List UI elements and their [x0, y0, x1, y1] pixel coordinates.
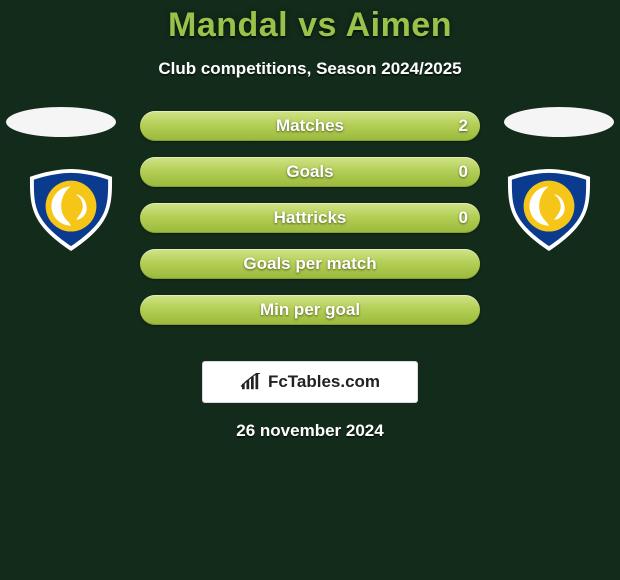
- stat-label: Min per goal: [140, 300, 480, 320]
- stat-row-matches: Matches 2: [140, 111, 480, 141]
- player-photo-left-placeholder: [6, 107, 116, 137]
- stat-label: Matches: [140, 116, 480, 136]
- stat-label: Hattricks: [140, 208, 480, 228]
- player-photo-right-placeholder: [504, 107, 614, 137]
- date-line: 26 november 2024: [0, 421, 620, 441]
- stats-area: Matches 2 Goals 0 Hattricks 0 Goals per …: [0, 111, 620, 351]
- brand-attribution: FcTables.com: [202, 361, 418, 403]
- stat-right-value: 0: [459, 203, 468, 233]
- page-title: Mandal vs Aimen: [0, 6, 620, 45]
- stat-row-min-per-goal: Min per goal: [140, 295, 480, 325]
- club-badge-right: [500, 167, 598, 253]
- club-badge-left: [22, 167, 120, 253]
- stat-label: Goals: [140, 162, 480, 182]
- brand-text: FcTables.com: [268, 372, 380, 392]
- stat-right-value: 2: [459, 111, 468, 141]
- stat-row-goals: Goals 0: [140, 157, 480, 187]
- stat-right-value: 0: [459, 157, 468, 187]
- stat-label: Goals per match: [140, 254, 480, 274]
- stat-row-hattricks: Hattricks 0: [140, 203, 480, 233]
- shield-icon: [22, 167, 120, 253]
- shield-icon: [500, 167, 598, 253]
- infographic-root: Mandal vs Aimen Club competitions, Seaso…: [0, 0, 620, 580]
- bar-chart-icon: [240, 373, 262, 391]
- stat-row-goals-per-match: Goals per match: [140, 249, 480, 279]
- page-subtitle: Club competitions, Season 2024/2025: [0, 59, 620, 79]
